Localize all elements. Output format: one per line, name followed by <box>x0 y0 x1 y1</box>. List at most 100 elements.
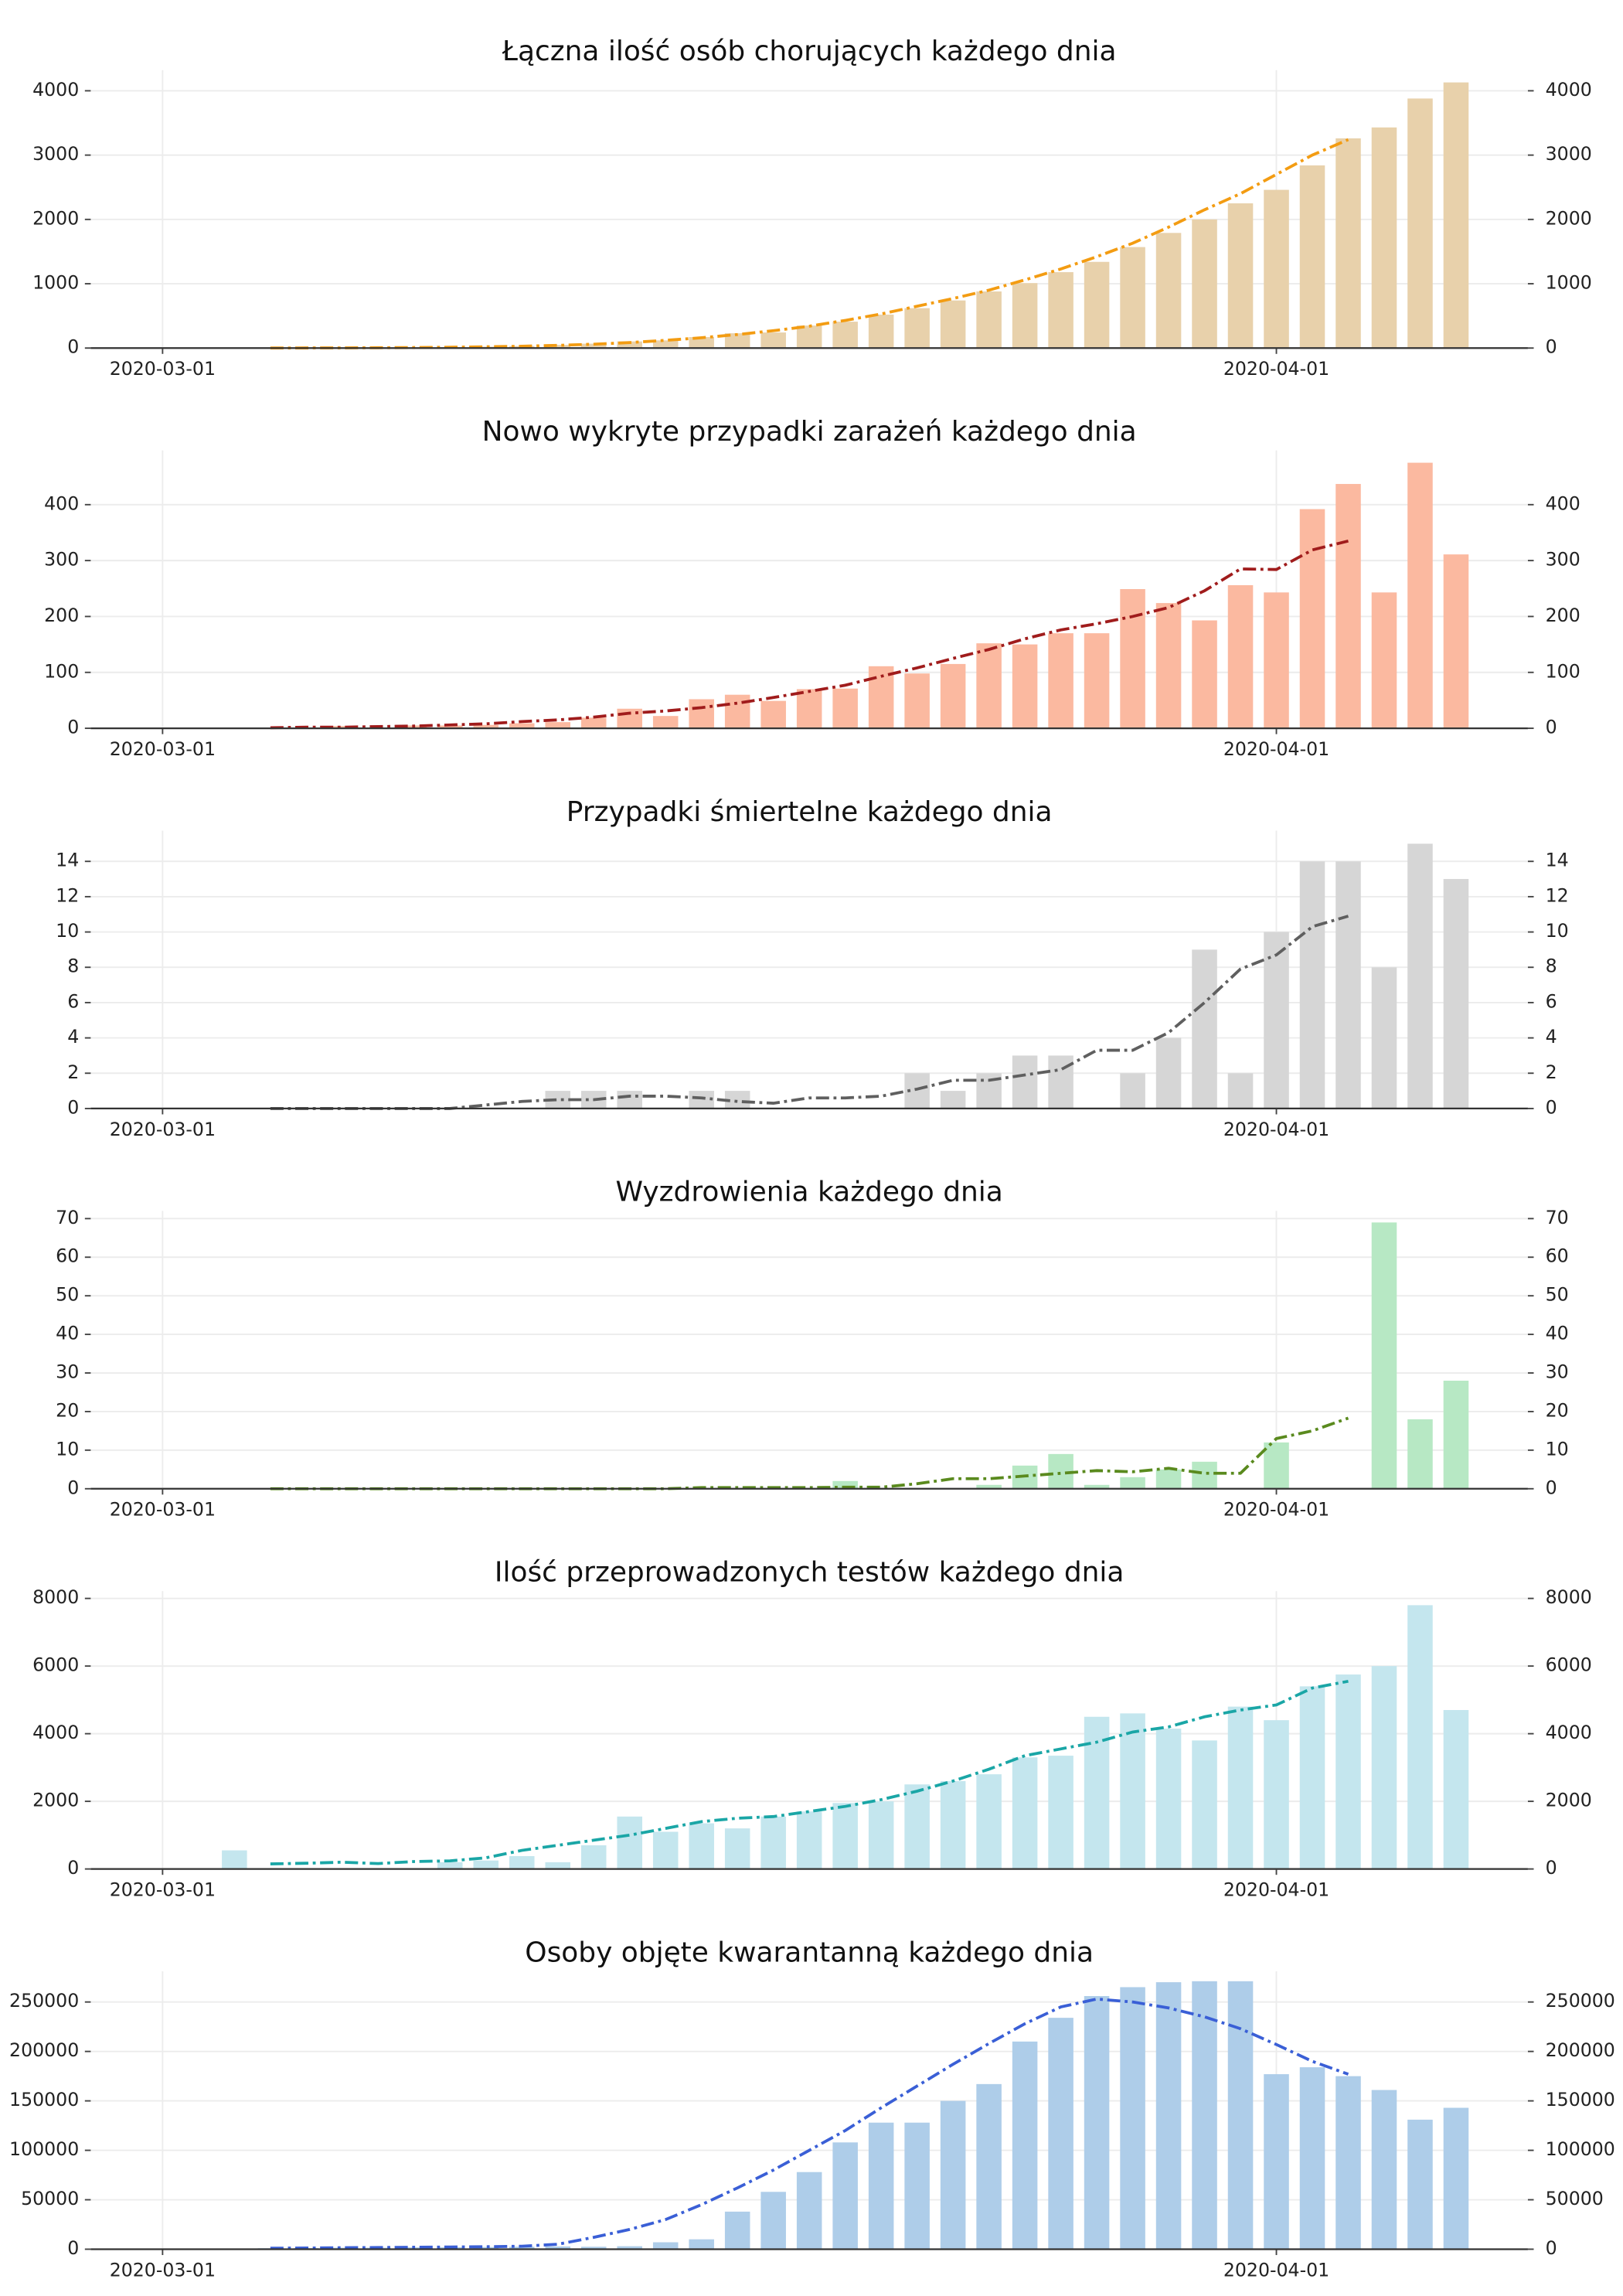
bar <box>976 1484 1002 1489</box>
y-tick-label: 0 <box>67 1477 79 1498</box>
bar <box>689 699 714 729</box>
y-tick-label: 0 <box>67 1096 79 1118</box>
bar <box>1407 843 1433 1109</box>
bar <box>1443 1710 1469 1869</box>
y2-tick-label: 300 <box>1546 549 1580 571</box>
bar <box>617 708 642 729</box>
bar <box>1407 1605 1433 1869</box>
y2-tick-label: 8 <box>1546 956 1557 977</box>
bar <box>1120 247 1145 349</box>
bar <box>1264 932 1289 1109</box>
bar <box>904 1784 930 1869</box>
bar <box>1012 1757 1038 1869</box>
bar <box>545 1091 571 1109</box>
y2-tick-label: 3000 <box>1546 143 1592 165</box>
y2-tick-label: 2000 <box>1546 207 1592 229</box>
bar <box>1048 633 1073 729</box>
bar <box>1371 592 1397 729</box>
trend-line <box>270 1416 1349 1490</box>
bar <box>796 325 822 349</box>
y-tick-label: 2000 <box>32 207 79 229</box>
y2-tick-label: 4000 <box>1546 79 1592 100</box>
y-tick-label: 10 <box>56 1438 79 1460</box>
y2-tick-label: 14 <box>1546 850 1569 871</box>
y-tick-label: 70 <box>56 1207 79 1228</box>
bar <box>1407 1419 1433 1489</box>
bar <box>689 2239 714 2250</box>
bar <box>904 673 930 729</box>
y-tick-label: 60 <box>56 1245 79 1267</box>
bar <box>1155 1982 1182 2250</box>
bar <box>1120 589 1145 729</box>
bar <box>1264 1720 1289 1869</box>
trend-line <box>270 915 1349 1110</box>
trend-line <box>270 539 1349 730</box>
y2-tick-label: 50000 <box>1546 2188 1604 2209</box>
bar <box>509 1855 535 1869</box>
bar <box>1371 1666 1397 1869</box>
bar <box>976 2083 1002 2250</box>
bar <box>724 2211 750 2250</box>
y2-tick-label: 150000 <box>1546 2089 1615 2110</box>
y-tick-label: 200 <box>44 605 79 626</box>
bar <box>1192 1461 1217 1489</box>
bar <box>724 333 750 349</box>
bar <box>1371 2090 1397 2250</box>
bar <box>1120 1477 1145 1489</box>
y2-tick-label: 30 <box>1546 1361 1569 1383</box>
bar <box>1192 1981 1217 2250</box>
bar <box>760 332 786 349</box>
bar <box>1048 2018 1073 2250</box>
bar <box>545 2246 571 2250</box>
bar <box>1227 1981 1254 2250</box>
bar <box>617 2246 642 2250</box>
bar <box>1155 1037 1182 1109</box>
bar <box>1335 484 1361 729</box>
x-tick-label: 2020-03-01 <box>110 358 216 380</box>
y2-tick-label: 4 <box>1546 1026 1557 1048</box>
bar <box>1227 584 1254 729</box>
bar <box>796 689 822 729</box>
bar <box>1155 233 1182 349</box>
bar <box>868 1801 894 1869</box>
bar <box>545 1862 571 1869</box>
y-tick-label: 100000 <box>9 2138 79 2160</box>
bar <box>1299 2067 1325 2250</box>
y2-tick-label: 6000 <box>1546 1654 1592 1676</box>
bar <box>580 1845 607 1869</box>
bar <box>437 1862 463 1869</box>
bar <box>1227 1706 1254 1869</box>
bar <box>1407 2119 1433 2250</box>
y-tick-label: 12 <box>56 884 79 906</box>
bar <box>473 2247 499 2250</box>
x-tick-label: 2020-04-01 <box>1223 1879 1329 1900</box>
bar <box>509 2247 535 2250</box>
bar <box>509 723 535 729</box>
y-tick-label: 400 <box>44 492 79 514</box>
x-tick-label: 2020-03-01 <box>110 738 216 760</box>
y2-tick-label: 4000 <box>1546 1722 1592 1743</box>
bar <box>1443 2107 1469 2250</box>
x-tick-label: 2020-03-01 <box>110 1499 216 1521</box>
trend-line <box>270 138 1349 350</box>
bar <box>689 1823 714 1869</box>
bar <box>1443 1380 1469 1489</box>
bar <box>545 345 571 349</box>
x-tick-label: 2020-04-01 <box>1223 1119 1329 1140</box>
y-tick-label: 4000 <box>32 79 79 100</box>
trend-line <box>270 1997 1349 2250</box>
bar <box>1192 949 1217 1109</box>
x-tick-label: 2020-03-01 <box>110 2259 216 2281</box>
y2-tick-label: 10 <box>1546 920 1569 942</box>
bar <box>760 2192 786 2250</box>
bar <box>724 1091 750 1109</box>
y-tick-label: 10 <box>56 920 79 942</box>
bar <box>1299 165 1325 349</box>
bar <box>976 643 1002 729</box>
bar <box>1012 1055 1038 1109</box>
y2-tick-label: 200000 <box>1546 2039 1615 2061</box>
y2-tick-label: 0 <box>1546 1857 1557 1879</box>
bar <box>1371 127 1397 349</box>
y-tick-label: 1000 <box>32 272 79 294</box>
